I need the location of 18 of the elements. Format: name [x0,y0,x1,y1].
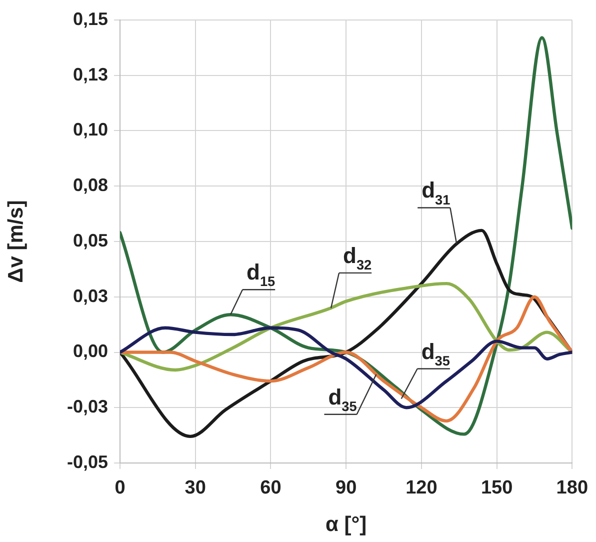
y-tick-label: -0,03 [66,396,108,417]
x-tick-label: 120 [406,478,438,499]
x-tick-label: 150 [480,478,513,499]
x-axis-title: α [°] [326,513,367,536]
y-tick-label: 0,13 [72,64,108,84]
y-tick-label: 0,00 [72,341,108,362]
x-tick-label: 30 [184,478,206,499]
x-tick-label: 0 [114,478,126,499]
x-tick-label: 60 [260,478,282,499]
x-tick-label: 180 [556,478,588,499]
x-tick-label: 90 [336,478,357,499]
y-tick-label: 0,03 [72,286,108,306]
y-tick-label: 0,05 [72,230,108,250]
y-tick-label: -0,05 [66,452,108,472]
y-tick-label: 0,15 [72,8,108,29]
y-tick-label: 0,08 [72,175,108,196]
y-axis-title: Δv [m/s] [4,200,28,283]
y-tick-label: 0,10 [72,120,108,140]
